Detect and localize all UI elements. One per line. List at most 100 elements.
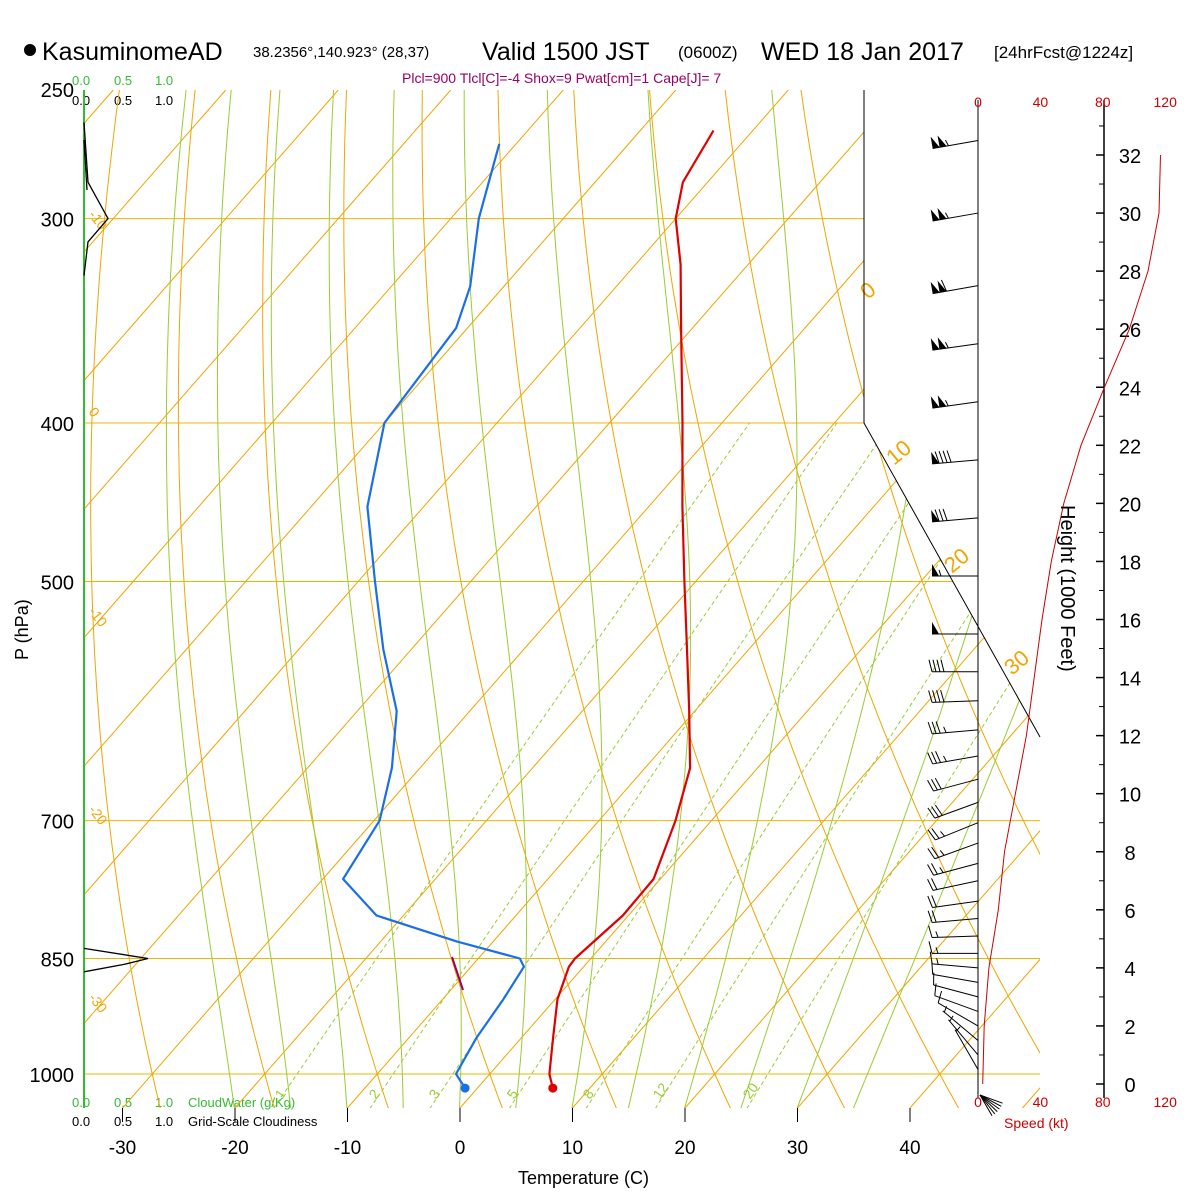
- isotherm: [234, 90, 1040, 1108]
- wind-barb-half-feather: [945, 139, 949, 146]
- wind-barb: [927, 878, 979, 891]
- wind-barb-flag: [930, 136, 940, 149]
- dry-adiabat: [1096, 60, 1200, 1115]
- height-tick-label: 12: [1119, 727, 1141, 749]
- height-tick-label: 24: [1119, 378, 1141, 400]
- height-tick-label: 4: [1124, 959, 1135, 981]
- surface-wind-barb: [979, 1094, 1003, 1104]
- wind-barb-staff: [932, 285, 979, 295]
- wind-barb-feather: [927, 752, 934, 765]
- wind-barb-staff: [934, 842, 979, 860]
- wind-barb-feather: [940, 689, 945, 703]
- height-tick-label: 22: [1119, 436, 1141, 458]
- dry-adiabat: [721, 90, 1040, 1108]
- wind-barb-feather: [932, 659, 937, 672]
- surface-temperature-dot: [548, 1083, 558, 1093]
- isotherm: [84, 90, 227, 1108]
- height-tick-label: 16: [1119, 611, 1141, 633]
- sounding-profiles: [342, 129, 715, 1093]
- wind-barb-staff: [932, 900, 979, 909]
- speed-tick-label: 0: [974, 94, 982, 110]
- isotherm: [84, 90, 789, 1108]
- wind-barb-staff: [932, 935, 979, 939]
- cloud-tick-label: 0.5: [114, 1095, 132, 1110]
- wind-barb: [931, 508, 979, 523]
- moist-adiabat: [463, 90, 528, 1108]
- moist-adiabat: [852, 90, 1040, 1108]
- isotherm-label: -10: [86, 604, 111, 630]
- moist-adiabat: [216, 90, 292, 1108]
- wind-barb-feather: [927, 910, 933, 923]
- wind-barb-feather: [938, 509, 944, 522]
- pressure-tick-label: 1000: [30, 1065, 75, 1087]
- moist-adiabat: [392, 90, 462, 1108]
- wind-barb-feather: [931, 721, 937, 734]
- wind-barb-flag: [937, 280, 947, 293]
- mixing-ratio-label: 20: [739, 1080, 761, 1102]
- isotherm: [572, 90, 1040, 1108]
- wind-barb-staff: [942, 1010, 979, 1041]
- cloud-water-label: CloudWater (g/Kg): [188, 1095, 295, 1110]
- wind-barb-staff: [932, 139, 979, 149]
- cloudiness-scale-top: 0.0 0.5 1.0: [72, 93, 173, 108]
- dry-adiabat: [177, 90, 277, 1108]
- wind-barb-feather: [934, 983, 937, 996]
- temperature-tick-label: -20: [221, 1138, 248, 1159]
- height-tick-label: 2: [1124, 1017, 1135, 1039]
- wind-barb-staff: [932, 963, 979, 969]
- wind-barb-feather: [928, 659, 933, 672]
- surface-wind-barb: [979, 1094, 993, 1117]
- wind-barb-half-feather: [940, 831, 946, 837]
- wind-barb-feather: [927, 895, 933, 908]
- wind-barb-feather: [930, 863, 938, 875]
- isotherm: [0, 90, 1, 1108]
- temperature-tick-label: 10: [562, 1138, 583, 1159]
- valid-time: Valid 1500 JST: [482, 38, 650, 66]
- height-tick-label: 32: [1119, 146, 1141, 168]
- isotherm: [797, 90, 1040, 1108]
- height-tick-label: 14: [1119, 669, 1141, 691]
- dry-adiabat: [1021, 90, 1040, 1108]
- wind-barb-feather: [927, 829, 936, 841]
- cloud-tick-label: 0.0: [72, 73, 90, 88]
- wind-barb-half-feather: [945, 400, 949, 407]
- wind-barb-staff: [933, 778, 979, 792]
- wind-barb-staff: [937, 1002, 979, 1027]
- wind-barb-staff: [954, 1029, 979, 1070]
- height-tick-label: 18: [1119, 552, 1141, 574]
- cloud-tick-label: 0.5: [114, 1114, 132, 1129]
- plot-frame: [83, 90, 1041, 1108]
- dry-adiabat: [497, 90, 735, 1108]
- wind-panel: 0246810121416182022242628303200404080801…: [927, 94, 1178, 1117]
- mixing-ratio-line: [746, 422, 1040, 1108]
- cloudiness-legend: 0.0 0.5 1.0 Grid-Scale Cloudiness: [72, 1114, 318, 1129]
- mixing-ratio-label: 5: [503, 1086, 521, 1102]
- wind-barb-staff: [932, 880, 979, 891]
- height-tick-label: 26: [1119, 320, 1141, 342]
- cloud-tick-label: 1.0: [155, 1114, 173, 1129]
- wind-barb-feather: [940, 659, 945, 672]
- wind-barb-staff: [932, 517, 979, 523]
- wind-barb-half-feather: [955, 1026, 961, 1032]
- wind-barb: [930, 208, 979, 222]
- wind-barb-flag: [930, 338, 940, 351]
- wind-barb-staff: [935, 822, 979, 841]
- wind-barb-half-feather: [935, 947, 939, 954]
- wind-barb-staff: [932, 401, 979, 409]
- moist-adiabat: [740, 90, 928, 1108]
- speed-tick-label: 120: [1154, 1094, 1178, 1110]
- wind-barb: [942, 1006, 979, 1041]
- wind-barb-feather: [927, 807, 936, 819]
- isotherm-label: 0: [855, 277, 880, 304]
- wind-barb-feather: [942, 450, 948, 463]
- wind-barb: [927, 822, 979, 841]
- wind-barb-feather: [931, 751, 938, 764]
- wind-barb-feather: [931, 828, 940, 839]
- wind-barb-feather: [927, 879, 934, 891]
- cloudiness-label: Grid-Scale Cloudiness: [188, 1114, 318, 1129]
- dry-adiabat: [1171, 60, 1200, 1115]
- wind-barb: [948, 1015, 979, 1056]
- cloud-water-scale-top: 0.0 0.5 1.0: [72, 73, 173, 88]
- parcel-line: [451, 956, 464, 991]
